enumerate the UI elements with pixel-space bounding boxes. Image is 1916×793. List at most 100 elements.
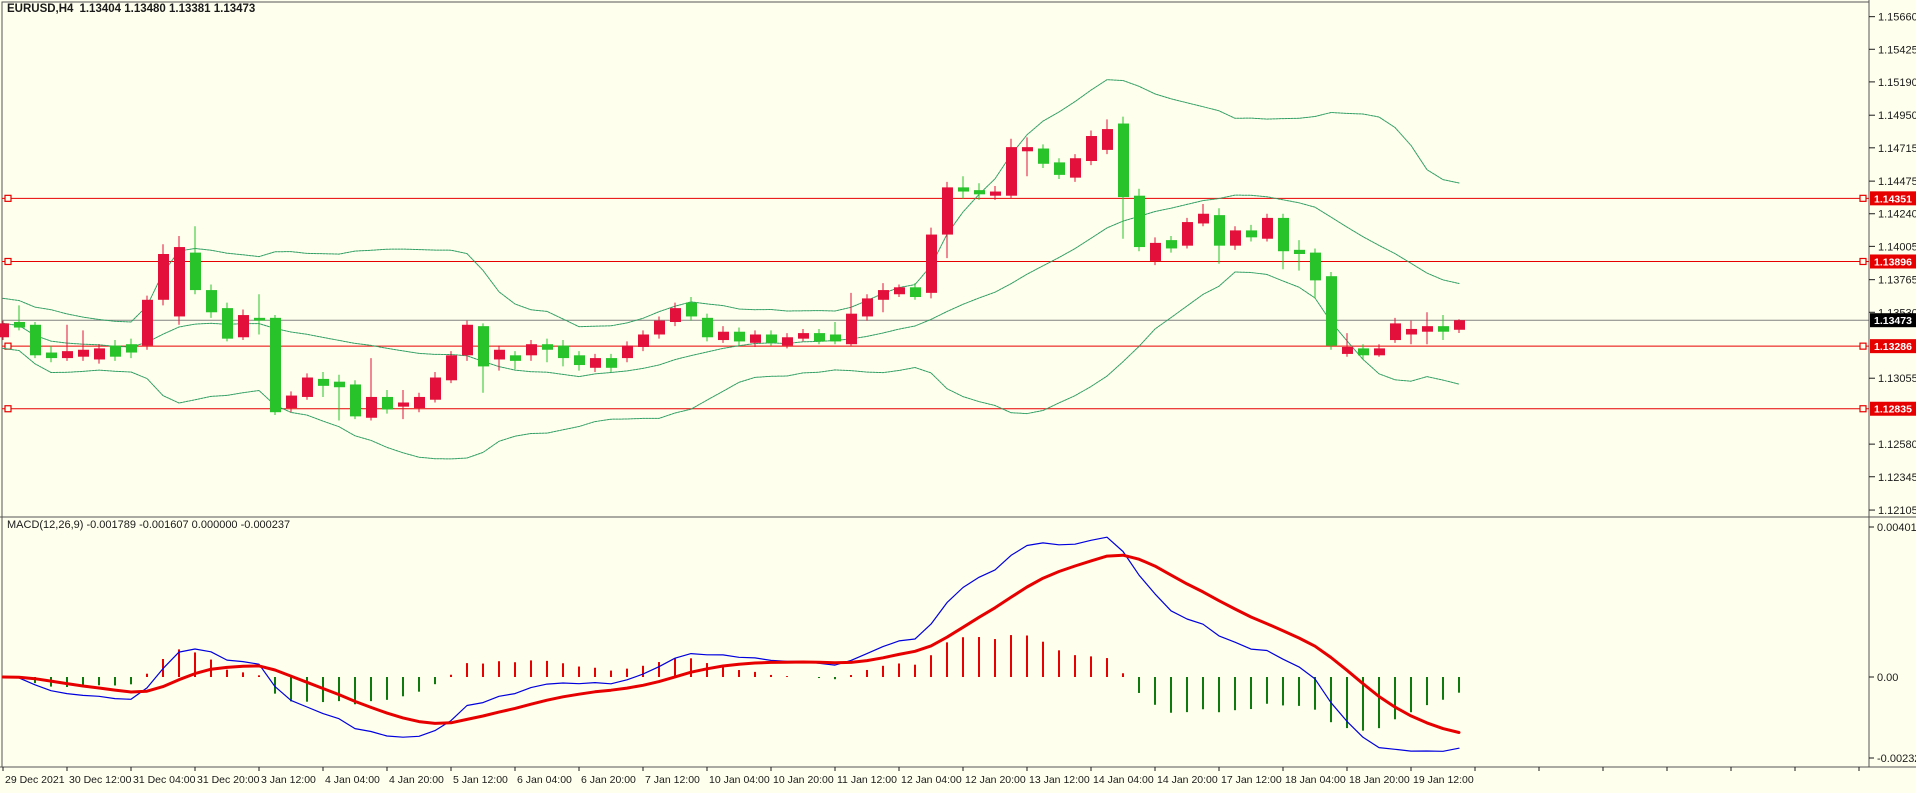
candle-body[interactable] bbox=[846, 313, 857, 345]
candle-body[interactable] bbox=[718, 331, 729, 341]
hline-handle[interactable] bbox=[1859, 405, 1867, 413]
candle-body[interactable] bbox=[190, 252, 201, 291]
candle-body[interactable] bbox=[1374, 348, 1385, 356]
candle-body[interactable] bbox=[238, 315, 249, 338]
candle-body[interactable] bbox=[1326, 276, 1337, 346]
candle-body[interactable] bbox=[94, 348, 105, 360]
candle-body[interactable] bbox=[814, 333, 825, 342]
candle-body[interactable] bbox=[1070, 158, 1081, 178]
candle-body[interactable] bbox=[494, 349, 505, 360]
candle-body[interactable] bbox=[430, 377, 441, 400]
candle-body[interactable] bbox=[1390, 323, 1401, 341]
candle-body[interactable] bbox=[1358, 348, 1369, 356]
hline-handle[interactable] bbox=[1859, 257, 1867, 266]
candle-body[interactable] bbox=[46, 352, 57, 359]
candle-body[interactable] bbox=[478, 326, 489, 367]
candle-body[interactable] bbox=[1006, 147, 1017, 196]
candle-body[interactable] bbox=[174, 247, 185, 317]
hline-handle[interactable] bbox=[4, 194, 12, 202]
candle-body[interactable] bbox=[0, 323, 9, 338]
candle-body[interactable] bbox=[270, 317, 281, 413]
candle-body[interactable] bbox=[1406, 328, 1417, 335]
candle-body[interactable] bbox=[830, 334, 841, 342]
candle-body[interactable] bbox=[1038, 148, 1049, 164]
candle-body[interactable] bbox=[1246, 230, 1257, 238]
candle-body[interactable] bbox=[1102, 129, 1113, 150]
candle-body[interactable] bbox=[62, 351, 73, 359]
candle-body[interactable] bbox=[222, 308, 233, 339]
candle-body[interactable] bbox=[862, 298, 873, 317]
candle-body[interactable] bbox=[1086, 136, 1097, 162]
candle-body[interactable] bbox=[110, 345, 121, 357]
candle-body[interactable] bbox=[622, 345, 633, 359]
candle-body[interactable] bbox=[414, 396, 425, 409]
candle-body[interactable] bbox=[686, 302, 697, 317]
candle-body[interactable] bbox=[878, 290, 889, 300]
candle-body[interactable] bbox=[14, 322, 25, 328]
candle-body[interactable] bbox=[542, 344, 553, 350]
candle-body[interactable] bbox=[1454, 320, 1465, 330]
candle-body[interactable] bbox=[1294, 249, 1305, 254]
candle-body[interactable] bbox=[1166, 240, 1177, 249]
candle-body[interactable] bbox=[1230, 230, 1241, 246]
candle-body[interactable] bbox=[702, 317, 713, 338]
candle-body[interactable] bbox=[462, 324, 473, 356]
candle-body[interactable] bbox=[446, 355, 457, 381]
candle-body[interactable] bbox=[574, 355, 585, 366]
candle-body[interactable] bbox=[126, 344, 137, 353]
candle-body[interactable] bbox=[798, 333, 809, 339]
candle-body[interactable] bbox=[1022, 147, 1033, 152]
candle-body[interactable] bbox=[1118, 123, 1129, 198]
candle-body[interactable] bbox=[1262, 217, 1273, 239]
candle-body[interactable] bbox=[206, 290, 217, 313]
hline-handle[interactable] bbox=[4, 342, 12, 350]
candle-body[interactable] bbox=[750, 334, 761, 343]
candle-body[interactable] bbox=[1134, 195, 1145, 248]
candle-body[interactable] bbox=[590, 358, 601, 368]
candle-body[interactable] bbox=[910, 287, 921, 298]
candle-body[interactable] bbox=[302, 377, 313, 397]
candle-body[interactable] bbox=[350, 384, 361, 417]
candle-body[interactable] bbox=[142, 299, 153, 346]
candle-body[interactable] bbox=[734, 331, 745, 342]
candle-body[interactable] bbox=[78, 349, 89, 357]
candle-body[interactable] bbox=[1054, 162, 1065, 175]
candle-body[interactable] bbox=[334, 381, 345, 388]
hline-handle[interactable] bbox=[1859, 342, 1867, 350]
candle-body[interactable] bbox=[894, 287, 905, 295]
candle-body[interactable] bbox=[30, 324, 41, 356]
candle-body[interactable] bbox=[1310, 252, 1321, 281]
hline-handle[interactable] bbox=[1859, 194, 1867, 202]
candle-body[interactable] bbox=[510, 355, 521, 361]
candle-body[interactable] bbox=[766, 334, 777, 343]
candle-body[interactable] bbox=[1182, 222, 1193, 246]
candle-body[interactable] bbox=[990, 191, 1001, 196]
candle-body[interactable] bbox=[1198, 213, 1209, 224]
candle-body[interactable] bbox=[670, 308, 681, 322]
candle-body[interactable] bbox=[1214, 215, 1225, 246]
candle-body[interactable] bbox=[366, 396, 377, 418]
candle-body[interactable] bbox=[286, 395, 297, 409]
candle-body[interactable] bbox=[942, 187, 953, 235]
candle-body[interactable] bbox=[318, 378, 329, 386]
hline-handle[interactable] bbox=[4, 405, 12, 413]
candle-body[interactable] bbox=[1278, 217, 1289, 252]
candle-body[interactable] bbox=[398, 402, 409, 407]
candle-body[interactable] bbox=[1422, 326, 1433, 332]
candle-body[interactable] bbox=[158, 253, 169, 300]
candle-body[interactable] bbox=[1150, 242, 1161, 261]
candle-body[interactable] bbox=[382, 396, 393, 410]
candle-body[interactable] bbox=[782, 337, 793, 346]
candle-body[interactable] bbox=[558, 345, 569, 359]
hline-handle[interactable] bbox=[4, 257, 12, 266]
candle-body[interactable] bbox=[1342, 346, 1353, 354]
candle-body[interactable] bbox=[254, 317, 265, 321]
candle-body[interactable] bbox=[926, 234, 937, 293]
candle-body[interactable] bbox=[606, 358, 617, 368]
candle-body[interactable] bbox=[638, 334, 649, 347]
candle-body[interactable] bbox=[654, 320, 665, 335]
candle-body[interactable] bbox=[1438, 326, 1449, 332]
candle-body[interactable] bbox=[526, 344, 537, 356]
candle-body[interactable] bbox=[974, 190, 985, 195]
